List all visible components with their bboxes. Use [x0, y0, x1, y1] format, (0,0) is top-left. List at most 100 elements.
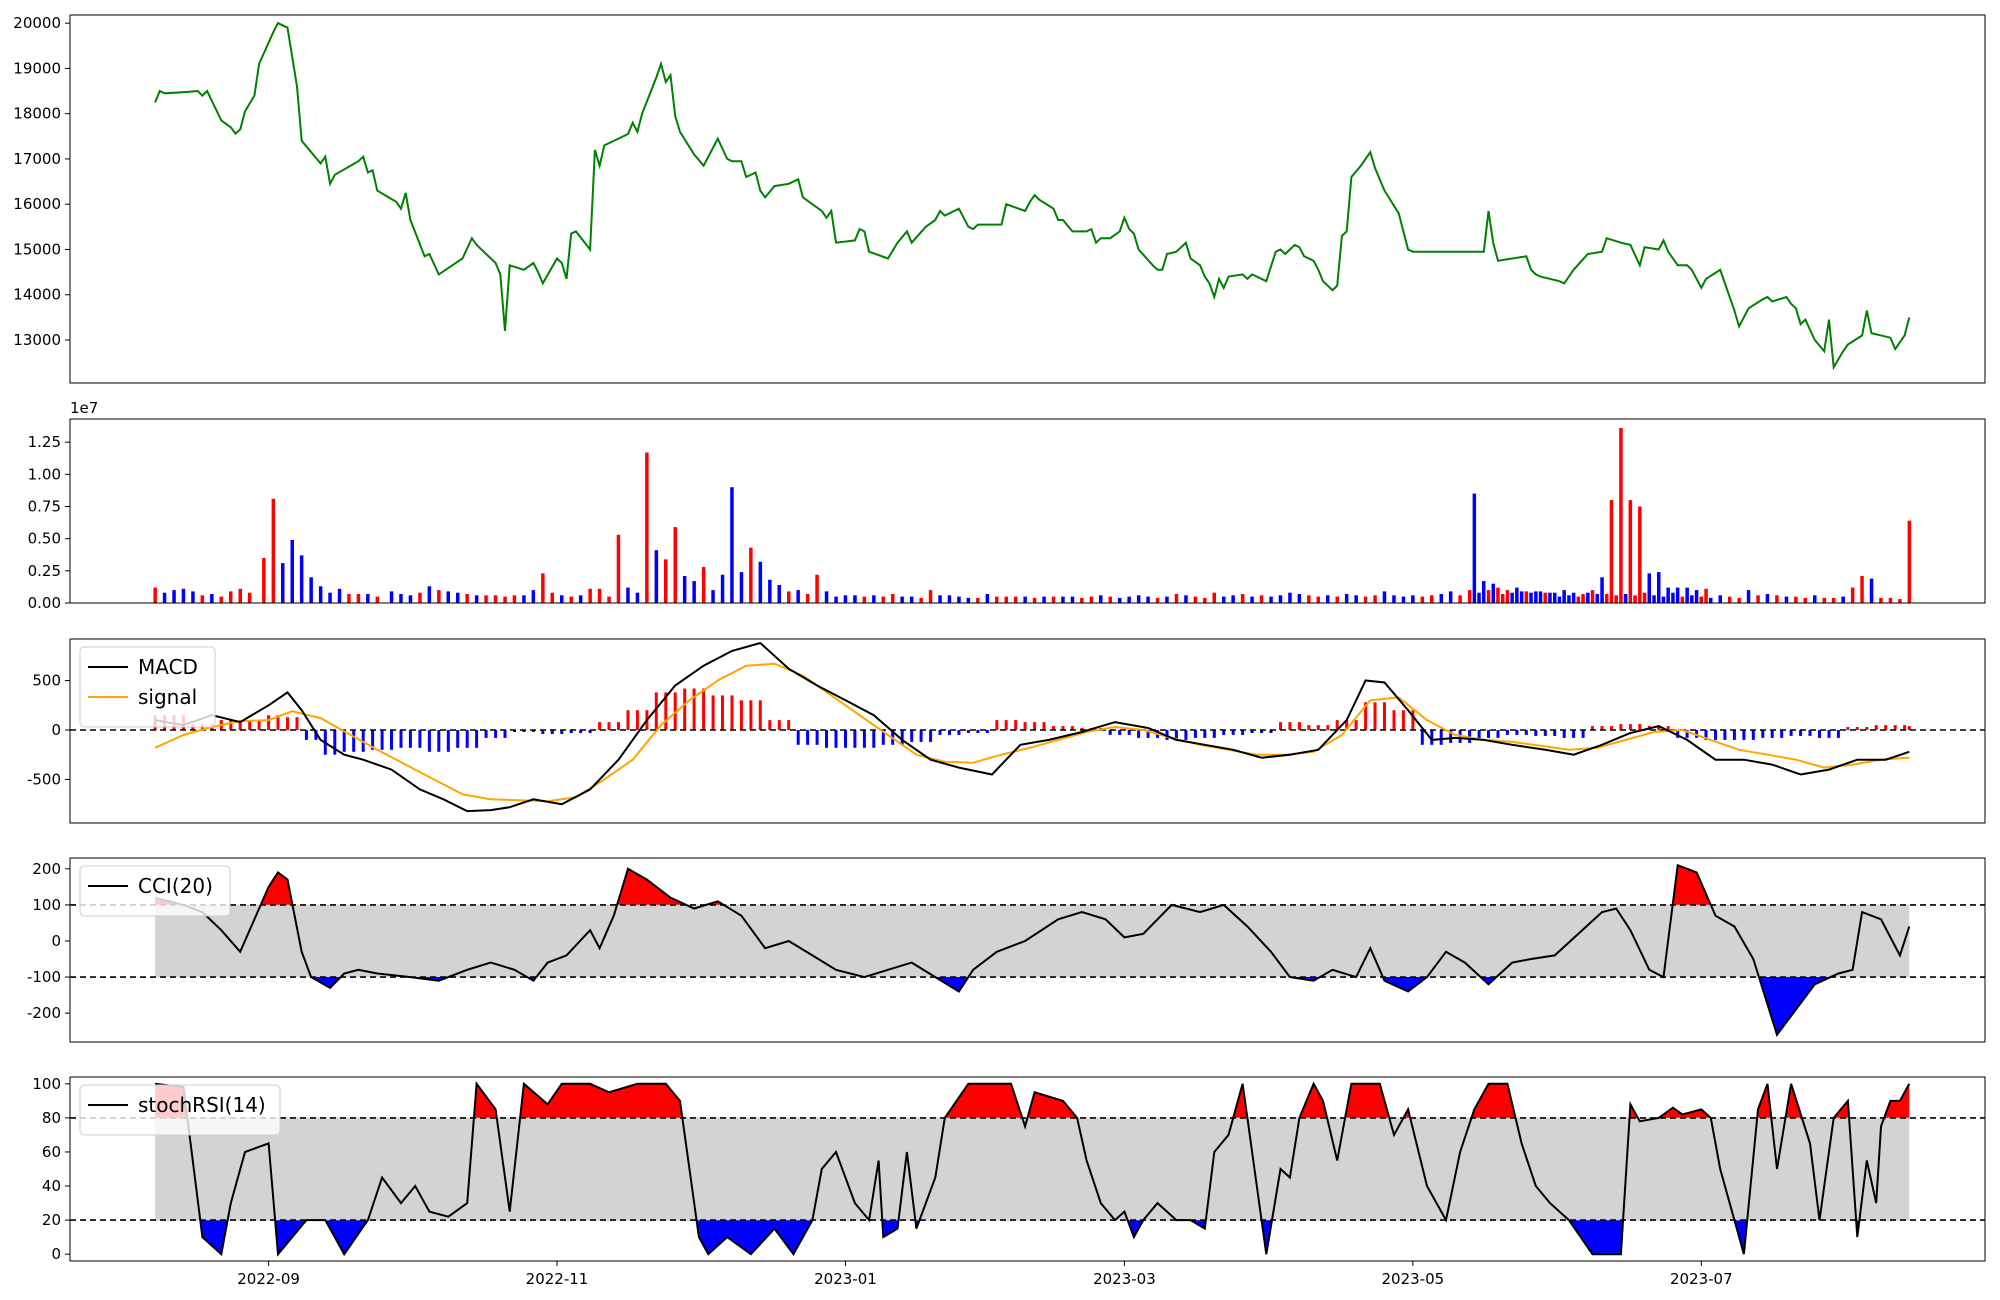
volume-bar	[1666, 587, 1670, 603]
volume-bar	[1051, 596, 1056, 603]
signal-line	[154, 662, 1910, 803]
volume-bar	[711, 590, 715, 603]
macd-histogram-bar	[1827, 730, 1831, 738]
volume-ytick-label: 0.00	[28, 594, 61, 612]
cci-oversold-fill	[155, 977, 1910, 1035]
volume-bar	[701, 567, 706, 603]
volume-bar	[522, 595, 526, 603]
volume-bar	[1519, 591, 1524, 603]
macd-histogram-bar	[541, 730, 545, 734]
volume-bar	[299, 555, 304, 603]
volume-bar	[1070, 596, 1075, 603]
volume-bar	[947, 595, 952, 603]
macd-histogram-bar	[654, 692, 658, 730]
volume-bar	[262, 558, 266, 603]
price-ytick-label: 17000	[13, 150, 61, 168]
macd-histogram-bar	[1014, 720, 1018, 730]
macd-histogram-bar	[1288, 722, 1292, 730]
macd-histogram-bar	[1581, 730, 1585, 738]
macd-histogram-bar	[371, 730, 375, 750]
macd-histogram-bar	[721, 695, 724, 730]
volume-bar	[1108, 596, 1112, 603]
price-ytick-label: 16000	[13, 195, 61, 213]
volume-bar	[1657, 572, 1661, 603]
volume-bar	[1042, 596, 1046, 603]
macd-histogram-bar	[1770, 730, 1774, 738]
macd-histogram-bar	[1619, 724, 1623, 730]
volume-bar	[1718, 595, 1722, 603]
macd-histogram-bar	[768, 720, 772, 730]
cci-ytick-label: 100	[32, 896, 61, 914]
volume-ytick-label: 1.25	[28, 433, 61, 451]
volume-bar	[1548, 592, 1552, 603]
volume-bar	[1605, 594, 1609, 603]
volume-bar	[1614, 595, 1618, 603]
volume-bar	[1633, 595, 1637, 603]
volume-bar	[1491, 583, 1495, 603]
date-axis: 2022-09 2022-11 2023-01 2023-03 2023-05 2023-…	[237, 1261, 1733, 1288]
volume-bar	[588, 588, 592, 603]
macd-histogram-bar	[456, 730, 460, 748]
volume-bar	[1118, 597, 1122, 603]
date-tick-label: 2022-11	[526, 1270, 589, 1288]
volume-bar	[1467, 590, 1472, 603]
price-panel: 13000 14000 15000 16000 17000 18000 19000 20000	[13, 14, 1986, 384]
macd-histogram-bar	[910, 730, 914, 742]
macd-histogram-bar	[238, 720, 242, 730]
volume-bar	[328, 592, 332, 603]
volume-bar	[375, 596, 380, 603]
volume-bar	[1231, 595, 1235, 603]
volume-bar	[191, 591, 195, 603]
macd-histogram-bar	[408, 730, 412, 748]
cci-ytick-label: -100	[27, 968, 61, 986]
macd-histogram-bar	[1392, 710, 1396, 730]
volume-bar	[1316, 596, 1320, 603]
volume-bar	[720, 574, 725, 603]
macd-histogram-bar	[1449, 730, 1453, 743]
volume-bar	[1439, 594, 1443, 603]
macd-ytick-label: 500	[32, 672, 61, 690]
macd-histogram-bar	[1591, 726, 1594, 731]
volume-bar	[1496, 587, 1500, 603]
volume-bar	[1477, 592, 1481, 603]
volume-bar	[1794, 596, 1798, 603]
volume-bar	[805, 594, 810, 603]
macd-histogram-bar	[484, 730, 488, 738]
macd-histogram-bar	[985, 730, 989, 733]
macd-histogram-bar	[1893, 725, 1897, 730]
macd-histogram-bar	[286, 717, 289, 731]
volume-bar	[900, 596, 904, 603]
volume-bar	[474, 595, 479, 603]
macd-histogram-bar	[522, 730, 526, 732]
volume-bar	[1032, 597, 1037, 603]
volume-bar	[909, 596, 914, 603]
macd-histogram-bar	[229, 720, 233, 730]
macd-histogram-bar	[711, 695, 715, 730]
stochrsi-frame	[69, 1076, 1986, 1262]
volume-panel: 0.00 0.25 0.50 0.75 1.00 1.25 1e7	[28, 399, 1986, 612]
macd-histogram-bar	[1203, 730, 1207, 738]
volume-bar	[1080, 597, 1084, 603]
macd-ytick-label: -500	[27, 770, 61, 788]
macd-histogram-bar	[1676, 730, 1680, 738]
macd-histogram-bar	[494, 730, 498, 738]
volume-bar	[607, 596, 611, 603]
volume-bar	[418, 592, 422, 603]
macd-histogram-bar	[1742, 730, 1746, 740]
cci-panel: -200 -100 0 100 200 CCI(20)	[27, 857, 1986, 1043]
volume-bar	[1099, 595, 1103, 603]
volume-bar	[229, 591, 233, 603]
volume-bar	[1240, 594, 1245, 603]
volume-bar	[1571, 592, 1576, 603]
volume-bar	[891, 594, 895, 603]
volume-bar	[281, 563, 285, 603]
cci-ytick-label: -200	[27, 1004, 61, 1022]
macd-histogram-bar	[702, 688, 706, 730]
macd-histogram-bar	[550, 730, 554, 734]
macd-histogram-bar	[1326, 725, 1330, 730]
macd-histogram-bar	[1808, 730, 1812, 736]
macd-histogram-bar	[1572, 730, 1576, 738]
macd-histogram-bar	[957, 730, 961, 735]
macd-histogram-bar	[1732, 730, 1736, 740]
macd-histogram-bar	[1628, 724, 1632, 730]
